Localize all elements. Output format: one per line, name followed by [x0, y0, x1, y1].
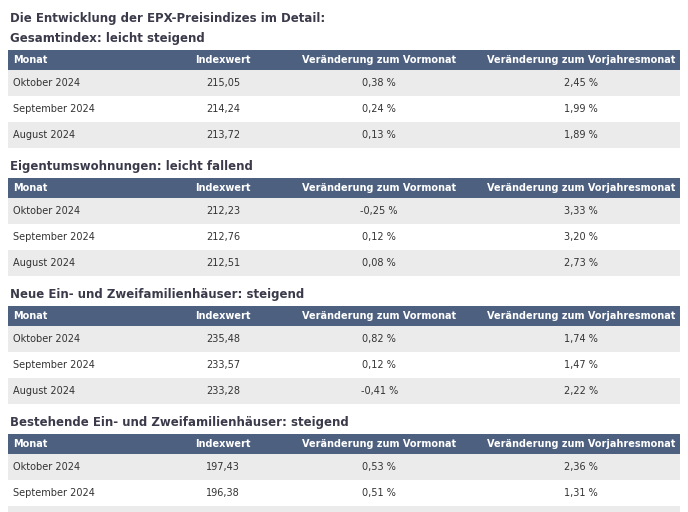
Text: 1,47 %: 1,47 % [564, 360, 598, 370]
Text: 2,45 %: 2,45 % [564, 78, 598, 88]
Text: 0,53 %: 0,53 % [362, 462, 396, 472]
Text: 3,20 %: 3,20 % [564, 232, 598, 242]
Text: Oktober 2024: Oktober 2024 [13, 462, 80, 472]
Text: 235,48: 235,48 [206, 334, 240, 344]
Text: 2,73 %: 2,73 % [564, 258, 598, 268]
Text: Indexwert: Indexwert [195, 55, 250, 65]
Text: Indexwert: Indexwert [195, 183, 250, 193]
Text: 0,12 %: 0,12 % [362, 232, 396, 242]
Text: 1,89 %: 1,89 % [564, 130, 598, 140]
Text: 0,38 %: 0,38 % [363, 78, 396, 88]
Text: 3,33 %: 3,33 % [564, 206, 598, 216]
Text: Oktober 2024: Oktober 2024 [13, 78, 80, 88]
Text: 212,51: 212,51 [206, 258, 240, 268]
Text: -0,41 %: -0,41 % [361, 386, 398, 396]
Text: 196,38: 196,38 [206, 488, 239, 498]
Text: September 2024: September 2024 [13, 104, 95, 114]
Text: September 2024: September 2024 [13, 360, 95, 370]
Bar [8, 454, 680, 480]
Text: Monat: Monat [13, 311, 47, 321]
Text: Veränderung zum Vorjahresmonat: Veränderung zum Vorjahresmonat [486, 183, 675, 193]
Bar [8, 96, 680, 122]
Bar [8, 50, 680, 70]
Text: August 2024: August 2024 [13, 130, 75, 140]
Text: 0,82 %: 0,82 % [362, 334, 396, 344]
Text: 215,05: 215,05 [206, 78, 240, 88]
Text: Veränderung zum Vormonat: Veränderung zum Vormonat [302, 439, 456, 449]
Text: Veränderung zum Vormonat: Veränderung zum Vormonat [302, 311, 456, 321]
Text: August 2024: August 2024 [13, 258, 75, 268]
Text: 233,28: 233,28 [206, 386, 240, 396]
Text: Eigentumswohnungen: leicht fallend: Eigentumswohnungen: leicht fallend [10, 160, 253, 173]
Bar [8, 198, 680, 224]
Text: 0,51 %: 0,51 % [362, 488, 396, 498]
Text: 212,76: 212,76 [206, 232, 240, 242]
Text: Indexwert: Indexwert [195, 439, 250, 449]
Text: Veränderung zum Vorjahresmonat: Veränderung zum Vorjahresmonat [486, 55, 675, 65]
Text: Bestehende Ein- und Zweifamilienhäuser: steigend: Bestehende Ein- und Zweifamilienhäuser: … [10, 416, 349, 429]
Bar [8, 306, 680, 326]
Text: September 2024: September 2024 [13, 488, 95, 498]
Bar [8, 352, 680, 378]
Bar [8, 122, 680, 148]
Text: Gesamtindex: leicht steigend: Gesamtindex: leicht steigend [10, 32, 205, 45]
Bar [8, 250, 680, 276]
Text: Oktober 2024: Oktober 2024 [13, 206, 80, 216]
Text: 1,99 %: 1,99 % [564, 104, 598, 114]
Bar [8, 480, 680, 506]
Text: 214,24: 214,24 [206, 104, 240, 114]
Text: 0,13 %: 0,13 % [363, 130, 396, 140]
Text: Veränderung zum Vormonat: Veränderung zum Vormonat [302, 183, 456, 193]
Text: Die Entwicklung der EPX-Preisindizes im Detail:: Die Entwicklung der EPX-Preisindizes im … [10, 12, 325, 25]
Text: Veränderung zum Vorjahresmonat: Veränderung zum Vorjahresmonat [486, 439, 675, 449]
Text: Indexwert: Indexwert [195, 311, 250, 321]
Bar [8, 434, 680, 454]
Text: Monat: Monat [13, 55, 47, 65]
Text: 212,23: 212,23 [206, 206, 240, 216]
Bar [8, 506, 680, 512]
Bar [8, 326, 680, 352]
Bar [8, 224, 680, 250]
Text: 0,12 %: 0,12 % [362, 360, 396, 370]
Text: 1,74 %: 1,74 % [564, 334, 598, 344]
Text: 197,43: 197,43 [206, 462, 240, 472]
Text: 213,72: 213,72 [206, 130, 240, 140]
Text: Veränderung zum Vorjahresmonat: Veränderung zum Vorjahresmonat [486, 311, 675, 321]
Text: Veränderung zum Vormonat: Veränderung zum Vormonat [302, 55, 456, 65]
Text: 0,24 %: 0,24 % [362, 104, 396, 114]
Text: September 2024: September 2024 [13, 232, 95, 242]
Bar [8, 70, 680, 96]
Bar [8, 378, 680, 404]
Text: 1,31 %: 1,31 % [564, 488, 598, 498]
Text: Oktober 2024: Oktober 2024 [13, 334, 80, 344]
Text: 2,22 %: 2,22 % [563, 386, 598, 396]
Text: 2,36 %: 2,36 % [564, 462, 598, 472]
Text: 233,57: 233,57 [206, 360, 240, 370]
Text: Monat: Monat [13, 439, 47, 449]
Bar [8, 178, 680, 198]
Text: August 2024: August 2024 [13, 386, 75, 396]
Text: Monat: Monat [13, 183, 47, 193]
Text: -0,25 %: -0,25 % [361, 206, 398, 216]
Text: Neue Ein- und Zweifamilienhäuser: steigend: Neue Ein- und Zweifamilienhäuser: steige… [10, 288, 304, 301]
Text: 0,08 %: 0,08 % [363, 258, 396, 268]
